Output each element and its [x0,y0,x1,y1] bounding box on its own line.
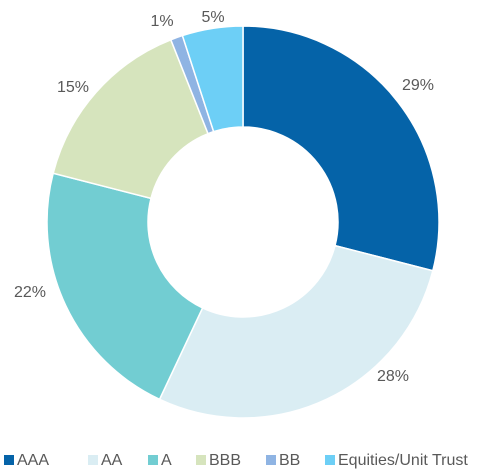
donut-slice [181,25,244,133]
legend-label: BBB [209,452,241,469]
legend-label: A [161,452,172,469]
legend-label: AAA [17,452,49,469]
legend-label: AA [101,452,123,469]
legend-label: Equities/Unit Trust [338,452,468,469]
legend-swatch [88,455,98,465]
legend-label: BB [279,452,300,469]
data-label: 1% [150,13,173,30]
donut-slice [158,244,434,419]
legend-swatch [148,455,158,465]
legend-swatch [4,455,14,465]
data-label: 5% [201,9,224,26]
data-label: 15% [57,79,89,96]
legend-swatch [266,455,276,465]
data-label: 28% [377,368,409,385]
donut-slice [242,25,440,272]
legend-swatch [196,455,206,465]
data-label: 22% [14,284,46,301]
donut-slice [46,172,204,401]
legend-swatch [325,455,335,465]
data-label: 29% [402,77,434,94]
